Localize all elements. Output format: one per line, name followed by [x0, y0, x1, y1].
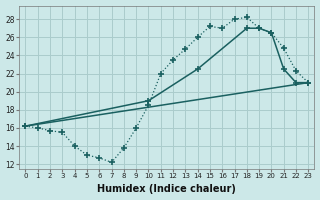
- X-axis label: Humidex (Indice chaleur): Humidex (Indice chaleur): [98, 184, 236, 194]
